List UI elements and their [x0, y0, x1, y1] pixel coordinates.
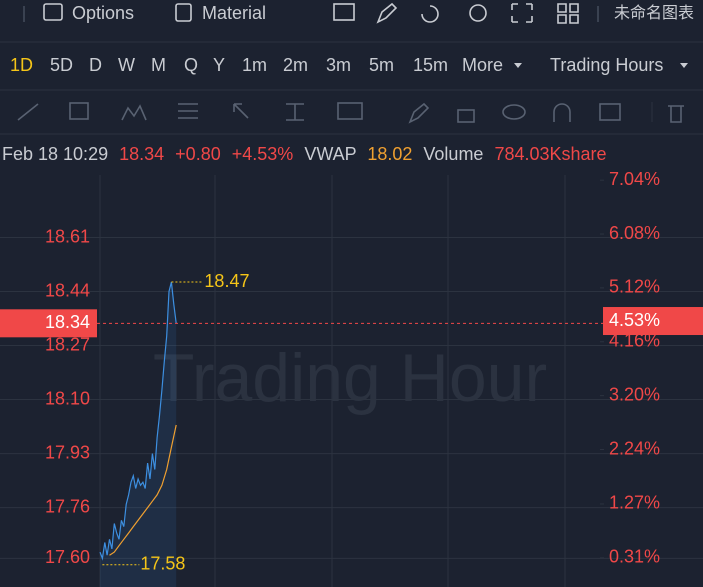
pattern-tool[interactable]	[121, 104, 147, 121]
y2-tick-label: 1.27%	[609, 493, 660, 513]
y-tick-label: 17.76	[45, 496, 90, 516]
last-price-box	[0, 309, 97, 338]
y2-tick-label: 0.31%	[609, 547, 660, 567]
y2-tick-label: 5.12%	[609, 277, 660, 297]
y-tick-label: 17.93	[45, 442, 90, 462]
y2-tick-label: 2.24%	[609, 438, 660, 458]
series-line	[109, 424, 177, 556]
info-line: Feb 18 10:29 18.34 +0.80 +4.53% VWAP 18.…	[2, 144, 607, 164]
timeframe-button[interactable]: D	[89, 55, 102, 75]
timeframe-button[interactable]: 15m	[413, 55, 448, 75]
info-change: +0.80	[175, 144, 221, 164]
arrow-tool[interactable]	[233, 103, 249, 119]
delete-tool[interactable]	[668, 105, 684, 123]
more-button[interactable]: More	[462, 55, 503, 75]
last-pct-label: 4.53%	[609, 310, 660, 330]
timeframe-button[interactable]: Q	[184, 55, 198, 75]
timeframe-button[interactable]: 1D	[10, 55, 33, 75]
rect-tool[interactable]	[69, 102, 89, 120]
info-change-pct: +4.53%	[232, 144, 294, 164]
price-area	[100, 282, 177, 587]
visibility-tool[interactable]	[502, 104, 526, 120]
trading-hours-button[interactable]: Trading Hours	[550, 55, 663, 75]
chart-icon[interactable]	[333, 3, 355, 21]
material-button[interactable]: Material	[202, 3, 266, 23]
y2-tick-label: 6.08%	[609, 223, 660, 243]
chart: Trading Hour 17.6017.7617.9318.1018.2718…	[0, 169, 703, 587]
timeframe-button[interactable]: 5D	[50, 55, 73, 75]
timeframe-button[interactable]: W	[118, 55, 135, 75]
options-icon[interactable]	[43, 3, 63, 21]
y-tick-label: 18.61	[45, 226, 90, 246]
y-tick-label: 18.27	[45, 334, 90, 354]
chart-name[interactable]: 未命名图表	[614, 4, 694, 22]
timeframe-button[interactable]: 1m	[242, 55, 267, 75]
watermark: Trading Hour	[153, 340, 547, 416]
y-tick-label: 18.44	[45, 280, 90, 300]
y2-tick-label: 4.16%	[609, 331, 660, 351]
y-tick-label: 17.60	[45, 547, 90, 567]
layers-tool[interactable]	[599, 103, 621, 121]
undo-icon[interactable]	[421, 5, 439, 23]
y-tick-label: 18.10	[45, 388, 90, 408]
magnet-tool[interactable]	[553, 103, 571, 122]
dropdown-arrow	[514, 63, 522, 68]
layout-icon[interactable]	[557, 3, 579, 24]
info-time: Feb 18 10:29	[2, 144, 108, 164]
brush-tool[interactable]	[408, 102, 430, 124]
volume-label: Volume	[423, 144, 483, 164]
settings-icon[interactable]	[469, 4, 487, 22]
low-label: 17.58	[140, 554, 185, 574]
y2-tick-label: 7.04%	[609, 169, 660, 189]
options-button[interactable]: Options	[72, 3, 134, 23]
text-tool[interactable]	[337, 102, 363, 120]
vwap-label: VWAP	[304, 144, 356, 164]
edit-icon[interactable]	[376, 2, 398, 24]
dropdown-arrow	[680, 63, 688, 68]
vertical-grid	[99, 175, 566, 587]
last-price-label: 18.34	[45, 312, 90, 332]
fullscreen-icon[interactable]	[511, 3, 533, 23]
timeframe-button[interactable]: Y	[213, 55, 225, 75]
timeframe-button[interactable]: M	[151, 55, 166, 75]
material-icon[interactable]	[175, 3, 192, 22]
timeframe-bar: 1D 5D D W M Q Y 1m 2m 3m 5m 15m	[10, 55, 448, 75]
volume-value: 784.03Kshare	[494, 144, 606, 164]
measure-tool[interactable]	[286, 103, 304, 121]
timeframe-button[interactable]: 5m	[369, 55, 394, 75]
lock-tool[interactable]	[457, 109, 475, 123]
line-tool[interactable]	[17, 103, 39, 121]
series-line	[99, 281, 177, 561]
high-label: 18.47	[204, 271, 249, 291]
fib-tool[interactable]	[178, 103, 198, 119]
timeframe-button[interactable]: 2m	[283, 55, 308, 75]
y2-tick-label: 3.20%	[609, 384, 660, 404]
info-price: 18.34	[119, 144, 164, 164]
timeframe-button[interactable]: 3m	[326, 55, 351, 75]
vwap-value: 18.02	[367, 144, 412, 164]
last-pct-box	[603, 307, 703, 336]
